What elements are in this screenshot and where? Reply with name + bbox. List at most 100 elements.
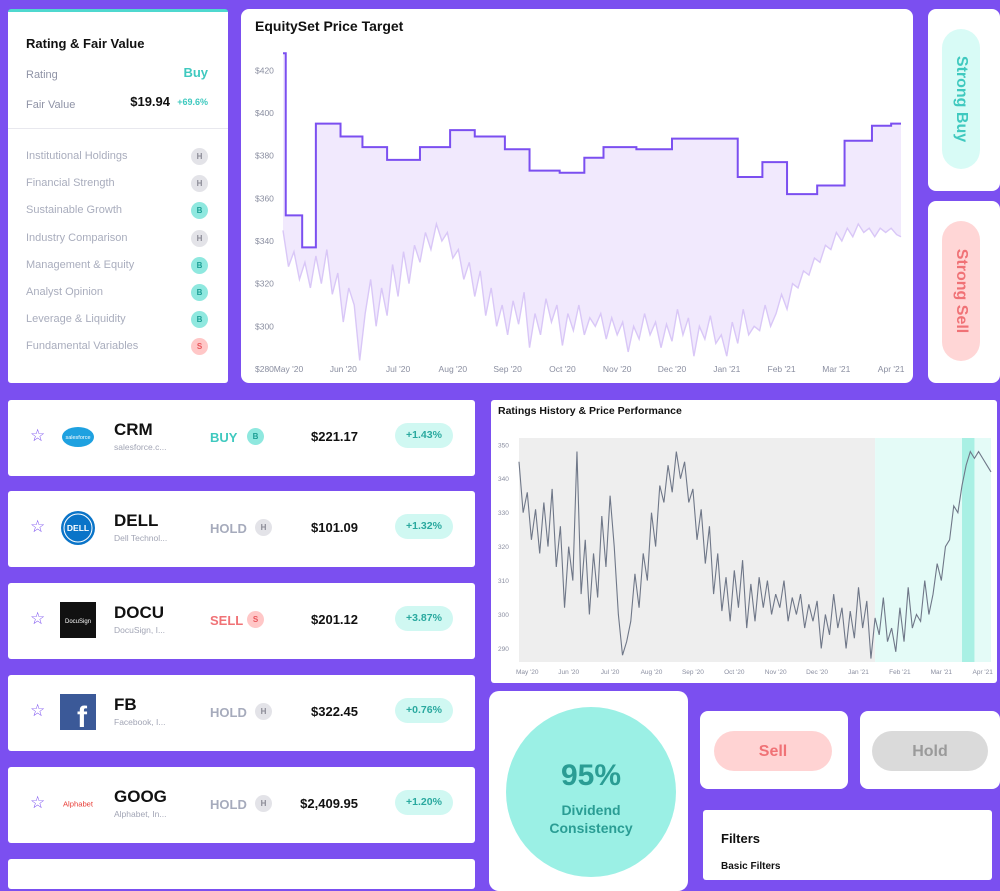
factor-label: Institutional Holdings	[26, 150, 128, 162]
price-target-chart: $280 $300 $320 $340 $360 $380 $400 $420 May '20 J…	[255, 52, 905, 374]
star-icon[interactable]: ☆	[30, 426, 46, 445]
dividend-consistency-circle: 95% Dividend Consistency	[506, 707, 676, 877]
y-tick-label: $300	[255, 321, 274, 331]
strong-sell-card: Strong Sell	[928, 201, 1000, 383]
ratings-history-chart: 290 300 310 320 330 340 350 May '20 Jun '20 Jul '…	[498, 438, 994, 676]
fair-value: $19.94	[130, 94, 170, 109]
fair-value-label: Fair Value	[26, 99, 76, 111]
x-tick-label: Oct '20	[549, 364, 576, 374]
x-tick-label: Aug '20	[439, 364, 468, 374]
ticker: GOOG	[114, 787, 167, 806]
y-tick-label: $380	[255, 151, 274, 161]
stock-price: $322.45	[311, 704, 358, 719]
factor-badge: S	[191, 338, 208, 356]
stock-row-docu[interactable]: ☆ DocuSign DOCU DocuSign, I... SELL S $2…	[8, 583, 475, 659]
stock-rating: HOLD	[210, 521, 247, 536]
factor-row: Leverage & Liquidity B	[26, 311, 208, 329]
strong-buy-label: Strong Buy	[953, 55, 970, 143]
rating-fair-value-card: Rating & Fair Value Rating Buy Fair Valu…	[8, 9, 228, 383]
dell-logo-text: DELL	[67, 523, 89, 533]
y-tick-label: $420	[255, 65, 274, 75]
stock-row-crm[interactable]: ☆ salesforce CRM salesforce.c... BUY B $…	[8, 400, 475, 476]
ticker: DELL	[114, 511, 159, 530]
stock-price: $221.17	[311, 429, 358, 444]
factor-row: Sustainable Growth B	[26, 202, 208, 220]
x-tick-label: Mar '21	[822, 364, 850, 374]
rating-badge: S	[247, 611, 264, 628]
factor-badge: B	[191, 256, 208, 274]
stock-row-dell[interactable]: ☆ DELL DELL Dell Technol... HOLD H $101.…	[8, 491, 475, 567]
ticker: FB	[114, 695, 137, 714]
x-tick-label: Feb '21	[889, 669, 911, 676]
stock-rating: BUY	[210, 430, 238, 445]
stock-row-goog[interactable]: ☆ Alphabet GOOG Alphabet, In... HOLD H $…	[8, 767, 475, 843]
stock-price: $101.09	[311, 520, 358, 535]
x-tick-label: Jan '21	[848, 669, 869, 676]
fair-value-change: +69.6%	[177, 97, 208, 107]
company-name: DocuSign, I...	[114, 625, 166, 635]
rating-card-title: Rating & Fair Value	[26, 36, 145, 51]
x-tick-label: Apr '21	[878, 364, 905, 374]
star-icon[interactable]: ☆	[30, 517, 46, 536]
dividend-percent: 95%	[560, 759, 622, 792]
stock-row-fb[interactable]: ☆ f FB Facebook, I... HOLD H $322.45 +0.…	[8, 675, 475, 751]
alphabet-logo-text: Alphabet	[63, 800, 94, 809]
y-tick-label: $360	[255, 193, 274, 203]
factor-badge: B	[191, 284, 208, 301]
dividend-label: Dividend Consistency	[549, 802, 633, 836]
x-tick-label: May '20	[274, 364, 304, 374]
factor-label: Analyst Opinion	[26, 286, 104, 298]
x-tick-label: Dec '20	[658, 364, 687, 374]
y-tick-label: 300	[498, 612, 509, 619]
y-tick-label: 310	[498, 578, 509, 585]
x-tick-label: Jul '20	[601, 669, 620, 676]
factor-row: Management & Equity B	[26, 256, 208, 275]
ratings-history-chart-card: 290 300 310 320 330 340 350 May '20 Jun '20 Jul '…	[491, 400, 997, 683]
y-tick-label: $320	[255, 279, 274, 289]
rating-value: Buy	[183, 65, 208, 80]
x-tick-label: Nov '20	[765, 669, 787, 676]
stock-row-partial	[8, 859, 475, 889]
sell-button[interactable]: Sell	[714, 731, 832, 771]
price-series-line	[282, 221, 902, 361]
company-name: salesforce.c...	[114, 442, 167, 452]
factor-row: Industry Comparison H	[26, 229, 208, 248]
y-tick-label: $400	[255, 108, 274, 118]
stock-price: $201.12	[311, 612, 358, 627]
star-icon[interactable]: ☆	[30, 793, 46, 812]
sell-card: Sell	[700, 711, 848, 789]
star-icon[interactable]: ☆	[30, 701, 46, 720]
strong-buy-card: Strong Buy	[928, 9, 1000, 191]
price-series-line	[518, 450, 992, 659]
factor-row: Fundamental Variables S	[26, 338, 208, 356]
factor-row: Institutional Holdings H	[26, 148, 208, 166]
ticker: DOCU	[114, 603, 165, 622]
strong-sell-button[interactable]: Strong Sell	[942, 221, 980, 361]
rating-badge: H	[255, 795, 272, 812]
x-tick-label: Sep '20	[493, 364, 522, 374]
filters-card: Filters Basic Filters	[703, 810, 992, 880]
salesforce-logo-text: salesforce	[65, 435, 90, 441]
star-icon[interactable]: ☆	[30, 609, 46, 628]
y-tick-label: 330	[498, 510, 509, 517]
filters-title: Filters	[721, 831, 761, 846]
price-target-series-line	[283, 52, 901, 249]
factor-badge: H	[191, 148, 208, 165]
strong-buy-button[interactable]: Strong Buy	[942, 29, 980, 169]
dell-logo: DELL	[60, 510, 96, 546]
price-change-badge: +0.76%	[395, 698, 453, 723]
price-change-badge: +1.20%	[395, 790, 453, 815]
target-range-fill	[283, 53, 901, 361]
hold-button[interactable]: Hold	[872, 731, 988, 771]
x-tick-label: Apr '21	[973, 669, 994, 676]
x-tick-label: Feb '21	[768, 364, 796, 374]
strong-sell-label: Strong Sell	[953, 248, 971, 334]
rating-card-divider	[8, 128, 228, 129]
factor-label: Fundamental Variables	[26, 340, 139, 353]
rating-badge: H	[255, 519, 272, 536]
factor-label: Management & Equity	[26, 258, 135, 271]
factor-badge: B	[191, 202, 208, 220]
basic-filters-label: Basic Filters	[721, 861, 781, 872]
price-change-badge: +3.87%	[395, 606, 453, 631]
hold-card: Hold	[860, 711, 1000, 789]
